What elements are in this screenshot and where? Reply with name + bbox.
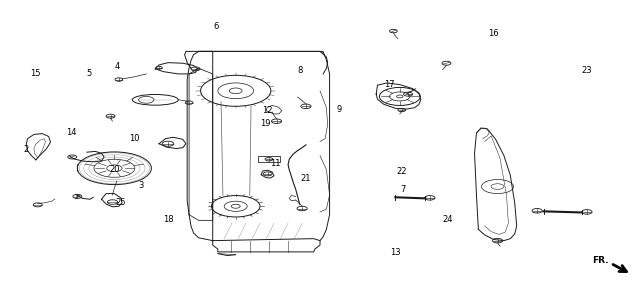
Text: 10: 10	[129, 134, 140, 143]
Text: 22: 22	[397, 168, 407, 176]
Text: 4: 4	[115, 62, 120, 71]
Text: 19: 19	[260, 119, 271, 128]
Text: 13: 13	[390, 248, 401, 257]
Text: 6: 6	[214, 22, 220, 31]
Text: 5: 5	[86, 69, 92, 78]
Text: 20: 20	[109, 165, 120, 173]
Text: 9: 9	[337, 106, 342, 114]
Text: 17: 17	[383, 80, 394, 89]
Text: 3: 3	[138, 181, 144, 190]
Text: 25: 25	[115, 198, 126, 207]
Text: 18: 18	[163, 215, 173, 224]
Text: 2: 2	[24, 145, 29, 155]
Text: FR.: FR.	[592, 256, 609, 265]
Text: 8: 8	[297, 66, 302, 75]
Text: 11: 11	[270, 159, 280, 168]
Text: 23: 23	[582, 66, 592, 75]
Text: 7: 7	[401, 185, 406, 194]
Text: 12: 12	[262, 106, 273, 115]
Text: 15: 15	[31, 69, 41, 78]
Text: 21: 21	[301, 174, 311, 183]
Text: 24: 24	[442, 215, 453, 224]
Text: 14: 14	[66, 128, 76, 137]
Text: 16: 16	[488, 29, 499, 38]
